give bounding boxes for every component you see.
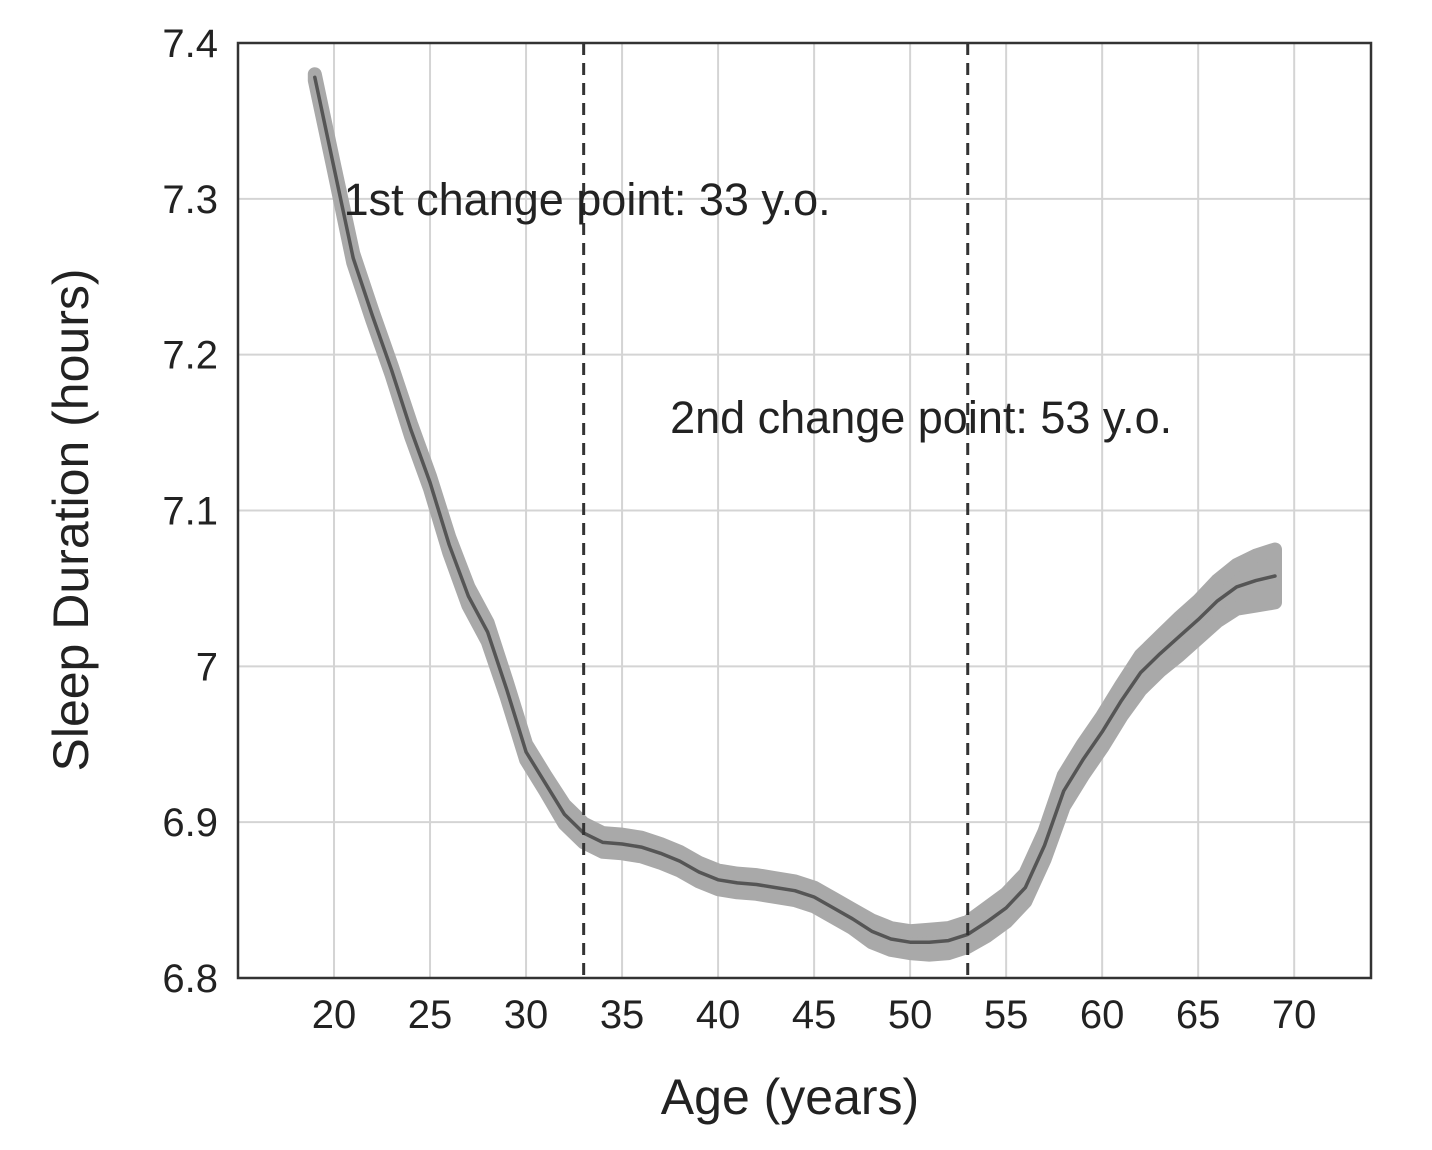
x-tick-label: 30	[504, 993, 549, 1037]
y-tick-label: 7.1	[162, 490, 218, 534]
x-tick-label: 65	[1176, 993, 1221, 1037]
annotation-first-change-point: 1st change point: 33 y.o.	[344, 174, 831, 225]
y-tick-label: 6.9	[162, 801, 218, 845]
annotation-second-change-point: 2nd change point: 53 y.o.	[670, 392, 1172, 443]
x-tick-label: 50	[888, 993, 933, 1037]
x-tick-label: 40	[696, 993, 741, 1037]
y-tick-label: 7.2	[162, 334, 218, 378]
y-tick-label: 7	[196, 645, 218, 689]
confidence-band	[307, 67, 1282, 962]
plot-frame	[236, 41, 1373, 980]
x-tick-label: 25	[408, 993, 453, 1037]
y-axis-ticks: 6.8 6.9 7 7.1 7.2 7.3 7.4	[162, 22, 218, 1001]
x-tick-label: 35	[600, 993, 645, 1037]
x-tick-label: 60	[1080, 993, 1125, 1037]
x-axis-ticks: 20 25 30 35 40 45 50 55 60 65 70	[312, 993, 1317, 1037]
x-tick-label: 55	[984, 993, 1029, 1037]
x-axis-title: Age (years)	[661, 1069, 919, 1125]
change-point-lines	[582, 43, 970, 978]
x-tick-label: 70	[1272, 993, 1317, 1037]
data-line	[313, 75, 1277, 944]
y-tick-label: 7.3	[162, 178, 218, 222]
x-tick-label: 45	[792, 993, 837, 1037]
y-axis-title: Sleep Duration (hours)	[43, 268, 99, 771]
x-tick-label: 20	[312, 993, 357, 1037]
y-tick-label: 7.4	[162, 22, 218, 66]
y-tick-label: 6.8	[162, 957, 218, 1001]
